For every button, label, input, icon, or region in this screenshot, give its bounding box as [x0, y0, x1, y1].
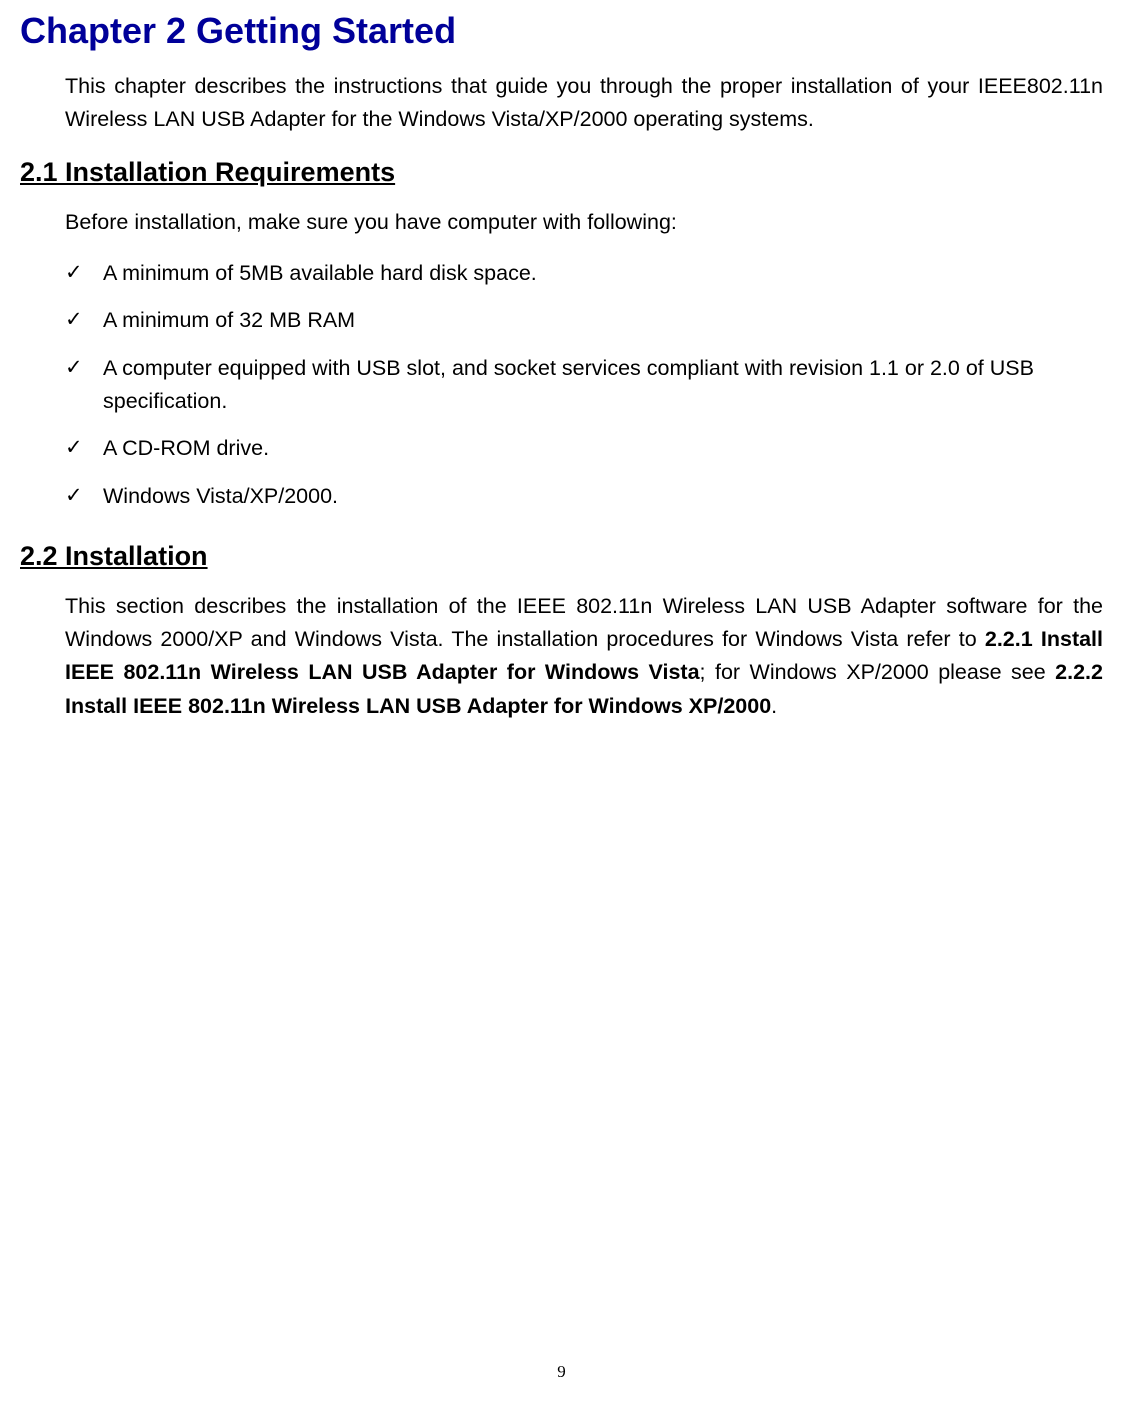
- list-item: A minimum of 32 MB RAM: [65, 304, 1103, 337]
- requirements-list: A minimum of 5MB available hard disk spa…: [65, 257, 1103, 513]
- section-2-2-body: This section describes the installation …: [65, 590, 1103, 723]
- page-number: 9: [0, 1362, 1123, 1382]
- body-text: This section describes the installation …: [65, 594, 1103, 651]
- page-content: Chapter 2 Getting Started This chapter d…: [0, 0, 1123, 723]
- chapter-title: Chapter 2 Getting Started: [20, 10, 1103, 52]
- list-item: A CD-ROM drive.: [65, 432, 1103, 465]
- chapter-intro: This chapter describes the instructions …: [65, 70, 1103, 137]
- section-2-2-title: 2.2 Installation: [20, 541, 1103, 572]
- section-2-1-title: 2.1 Installation Requirements: [20, 157, 1103, 188]
- body-text: .: [771, 694, 777, 718]
- section-2-1-intro: Before installation, make sure you have …: [65, 206, 1103, 239]
- list-item: Windows Vista/XP/2000.: [65, 480, 1103, 513]
- list-item: A computer equipped with USB slot, and s…: [65, 352, 1103, 419]
- list-item: A minimum of 5MB available hard disk spa…: [65, 257, 1103, 290]
- body-text: ; for Windows XP/2000 please see: [700, 660, 1056, 684]
